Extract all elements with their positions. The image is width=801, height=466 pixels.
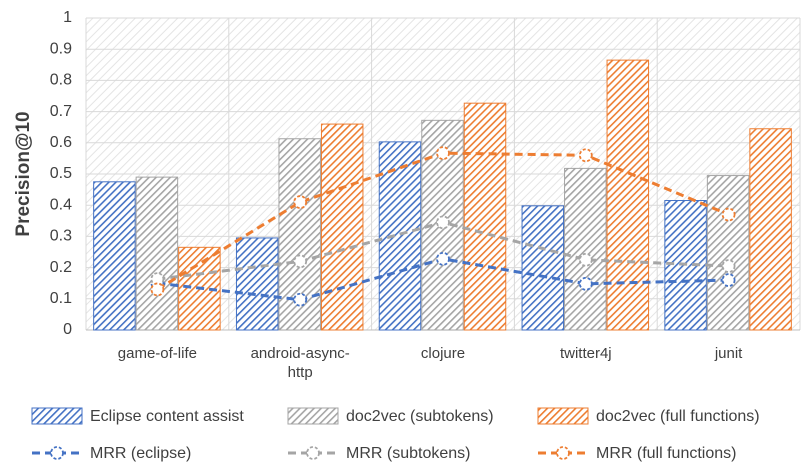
y-tick-label: 0.1 bbox=[50, 290, 72, 307]
bar bbox=[235, 237, 279, 331]
line-marker bbox=[578, 276, 593, 291]
line-marker bbox=[293, 254, 308, 269]
line-marker bbox=[578, 148, 593, 163]
bar bbox=[463, 102, 507, 331]
line-marker bbox=[150, 272, 165, 287]
x-tick-label: clojure bbox=[420, 345, 466, 362]
line-marker bbox=[721, 207, 736, 222]
line-marker bbox=[721, 259, 736, 273]
y-tick-label: 0.4 bbox=[50, 196, 72, 213]
legend-label: MRR (full functions) bbox=[596, 445, 736, 462]
line-marker bbox=[150, 282, 165, 297]
y-tick-label: 0.3 bbox=[50, 228, 72, 245]
legend-label: MRR (subtokens) bbox=[346, 445, 470, 462]
line-marker bbox=[293, 292, 308, 307]
legend-swatch bbox=[31, 407, 83, 425]
y-tick-label: 0.5 bbox=[50, 165, 72, 182]
legend-marker bbox=[50, 446, 64, 460]
y-tick-label: 0.8 bbox=[50, 72, 72, 89]
x-tick-label: android-async-http bbox=[250, 345, 350, 381]
bar bbox=[521, 205, 565, 331]
line-marker bbox=[721, 273, 736, 287]
legend-label: doc2vec (subtokens) bbox=[346, 408, 494, 425]
legend-marker bbox=[306, 446, 320, 460]
y-tick-label: 0.7 bbox=[50, 103, 72, 120]
y-tick-label: 0.2 bbox=[50, 259, 72, 276]
x-tick-label: game-of-life bbox=[117, 345, 197, 362]
legend-label: doc2vec (full functions) bbox=[596, 408, 760, 425]
bar bbox=[378, 141, 422, 331]
legend-marker bbox=[556, 446, 570, 460]
x-tick-label: twitter4j bbox=[559, 345, 612, 362]
line-marker bbox=[436, 146, 450, 160]
bar bbox=[564, 167, 607, 331]
legend-swatch bbox=[537, 407, 589, 425]
legend-label: MRR (eclipse) bbox=[90, 445, 191, 462]
x-tick-label: junit bbox=[714, 345, 743, 362]
y-axis-label: Precision@10 bbox=[13, 111, 34, 236]
y-tick-label: 0 bbox=[63, 321, 72, 338]
bar bbox=[135, 176, 179, 331]
line-marker bbox=[578, 252, 593, 267]
bar bbox=[93, 181, 136, 331]
y-tick-label: 1 bbox=[63, 9, 72, 26]
line-marker bbox=[436, 215, 450, 230]
legend-swatch bbox=[287, 407, 339, 425]
line-marker bbox=[436, 251, 450, 266]
bar bbox=[706, 175, 750, 331]
line-marker bbox=[293, 195, 308, 209]
y-tick-label: 0.9 bbox=[50, 40, 72, 57]
legend-label: Eclipse content assist bbox=[90, 408, 244, 425]
bar bbox=[320, 123, 364, 331]
bar bbox=[606, 59, 650, 331]
bar bbox=[749, 128, 792, 331]
y-tick-label: 0.6 bbox=[50, 134, 72, 151]
